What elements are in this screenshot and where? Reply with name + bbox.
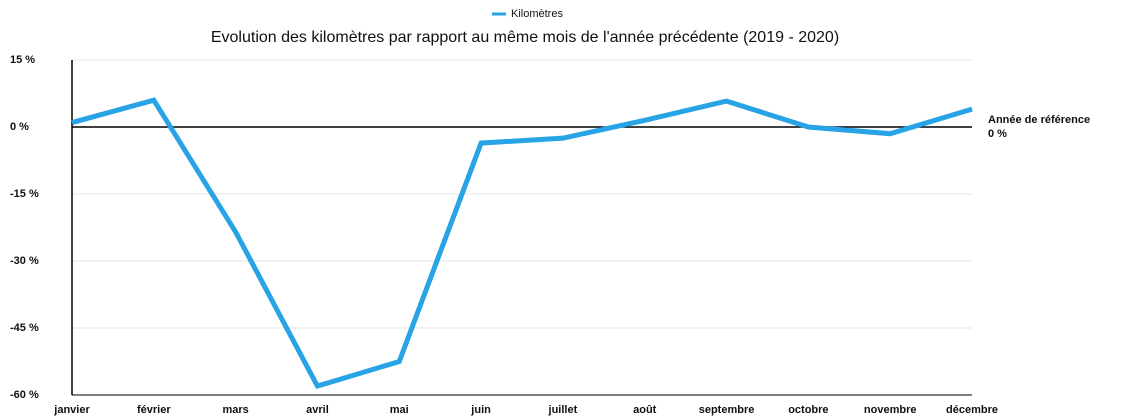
reference-text: Année de référence bbox=[988, 114, 1090, 126]
y-tick-label: -60 % bbox=[10, 389, 39, 401]
x-tick-label: février bbox=[137, 404, 171, 416]
chart-title: Evolution des kilomètres par rapport au … bbox=[211, 29, 839, 46]
x-tick-label: mars bbox=[222, 404, 248, 416]
x-tick-label: décembre bbox=[946, 404, 998, 416]
x-tick-label: juin bbox=[470, 404, 491, 416]
x-tick-label: mai bbox=[390, 404, 409, 416]
x-tick-label: juillet bbox=[548, 404, 578, 416]
x-tick-label: avril bbox=[306, 404, 329, 416]
data-line bbox=[71, 97, 973, 390]
y-tick-label: -45 % bbox=[10, 322, 39, 334]
x-tick-label: août bbox=[633, 404, 657, 416]
legend-label: Kilomètres bbox=[511, 8, 563, 20]
x-tick-label: octobre bbox=[788, 404, 828, 416]
y-tick-label: 0 % bbox=[10, 121, 29, 133]
y-tick-label: 15 % bbox=[10, 54, 35, 66]
x-tick-label: novembre bbox=[864, 404, 917, 416]
x-tick-label: septembre bbox=[699, 404, 755, 416]
x-tick-label: janvier bbox=[53, 404, 90, 416]
y-tick-label: -30 % bbox=[10, 255, 39, 267]
reference-label: 0 % bbox=[988, 128, 1007, 140]
y-tick-label: -15 % bbox=[10, 188, 39, 200]
